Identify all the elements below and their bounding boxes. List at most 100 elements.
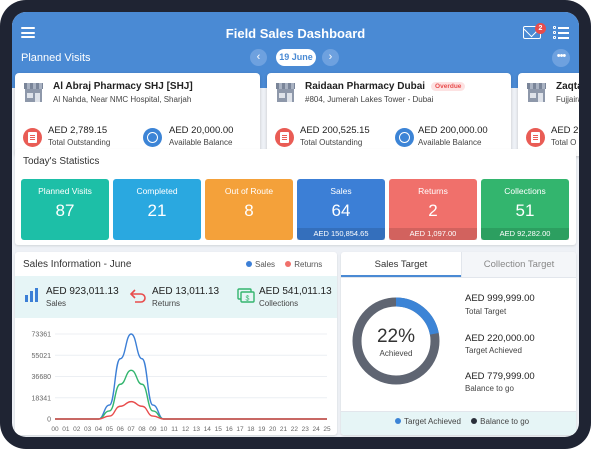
visit-card[interactable]: Al Abraj Pharmacy SHJ [SHJ] Al Nahda, Ne… <box>15 73 260 156</box>
visit-customer-name: Raidaan Pharmacy Dubai Overdue <box>305 81 466 92</box>
returns-legend-dot <box>285 261 292 267</box>
tile-value: 2 <box>428 201 438 220</box>
x-tick-label: 23 <box>302 426 310 433</box>
achieved-arc <box>352 297 440 385</box>
total-target-label: Total Target <box>465 307 507 316</box>
wallet-icon <box>395 128 414 147</box>
returns-tile[interactable]: Returns 2 AED 1,097.00 <box>389 179 477 240</box>
x-tick-label: 02 <box>73 426 81 433</box>
planned-visits-tile[interactable]: Planned Visits 87 <box>21 179 109 240</box>
prev-date-button[interactable]: ‹ <box>250 49 267 66</box>
store-icon <box>527 83 546 102</box>
target-legend: Target Achieved Balance to go <box>395 417 529 426</box>
sales-tile[interactable]: Sales 64 AED 150,854.65 <box>297 179 385 240</box>
tab-divider <box>341 277 576 278</box>
y-tick-label: 55021 <box>32 353 52 360</box>
visit-card[interactable]: Zaqta Fujjaira AED 2 Total O <box>518 73 579 156</box>
x-tick-label: 19 <box>258 426 266 433</box>
x-tick-label: 22 <box>291 426 299 433</box>
x-tick-label: 25 <box>323 426 331 433</box>
svg-text:$: $ <box>246 296 250 303</box>
x-tick-label: 24 <box>313 426 321 433</box>
x-tick-label: 09 <box>149 426 157 433</box>
mail-badge: 2 <box>535 23 546 34</box>
y-tick-label: 0 <box>47 417 51 424</box>
visit-customer-name: Zaqta <box>556 81 579 92</box>
x-tick-label: 18 <box>247 426 255 433</box>
sales-summary-strip <box>15 276 337 318</box>
tile-label: Out of Route <box>224 186 274 196</box>
target-legend-bar <box>341 411 576 435</box>
tile-label: Collections <box>504 186 546 196</box>
returns-total-value: AED 13,011.13 <box>152 286 220 297</box>
x-tick-label: 15 <box>215 426 223 433</box>
total-outstanding-value: AED 2 <box>551 125 579 136</box>
achieved-percent-label: Achieved <box>379 349 413 358</box>
out-of-route-tile[interactable]: Out of Route 8 <box>205 179 293 240</box>
tab-collection-target[interactable]: Collection Target <box>461 252 576 277</box>
date-selector[interactable]: 19 June <box>276 49 316 66</box>
total-outstanding-label: Total Outstanding <box>48 138 111 147</box>
total-target-value: AED 999,999.00 <box>465 293 535 304</box>
cash-icon: $ <box>237 288 255 303</box>
total-outstanding-value: AED 2,789.15 <box>48 125 108 136</box>
wallet-icon <box>143 128 162 147</box>
return-arrow-icon <box>130 289 146 303</box>
more-options-button[interactable]: ••• <box>552 49 570 67</box>
x-tick-label: 20 <box>269 426 277 433</box>
tile-value: 64 <box>331 201 351 220</box>
tile-label: Completed <box>136 186 178 196</box>
x-tick-label: 12 <box>182 426 190 433</box>
x-tick-label: 05 <box>106 426 114 433</box>
total-outstanding-label: Total O <box>551 138 577 147</box>
store-icon <box>276 83 295 102</box>
balance-legend-label: Balance to go <box>480 417 530 426</box>
completed-tile[interactable]: Completed 21 <box>113 179 201 240</box>
target-panel: Sales Target Collection Target <box>341 252 576 435</box>
visit-address: Al Nahda, Near NMC Hospital, Sharjah <box>53 95 192 104</box>
chart-legend: Sales Returns <box>246 260 322 269</box>
target-achieved-value: AED 220,000.00 <box>465 333 535 344</box>
achieved-percent: 22% <box>376 326 416 347</box>
collections-total-value: AED 541,011.13 <box>259 286 332 297</box>
collections-total-label: Collections <box>259 299 299 308</box>
tile-value: 21 <box>147 201 167 220</box>
visit-customer-name-text: Raidaan Pharmacy Dubai <box>305 81 426 92</box>
sales-information-panel: Sales Information - June Sales Returns <box>15 252 337 435</box>
hamburger-menu-icon[interactable] <box>21 27 35 38</box>
sales-legend-label: Sales <box>255 260 276 269</box>
sales-info-title: Sales Information - June <box>23 259 132 270</box>
balance-to-go-label: Balance to go <box>465 384 514 393</box>
available-balance-value: AED 20,000.00 <box>169 125 234 136</box>
x-tick-label: 07 <box>128 426 136 433</box>
x-tick-label: 08 <box>138 426 146 433</box>
sales-total-value: AED 923,011.13 <box>46 286 119 297</box>
visit-customer-name: Al Abraj Pharmacy SHJ [SHJ] <box>53 81 193 92</box>
x-tick-label: 06 <box>117 426 125 433</box>
achieved-legend-label: Target Achieved <box>404 417 461 426</box>
y-tick-label: 36680 <box>32 374 52 381</box>
achieved-legend-dot <box>395 418 401 424</box>
series-line <box>54 400 327 420</box>
invoice-icon <box>23 128 42 147</box>
x-tick-label: 04 <box>95 426 103 433</box>
y-tick-label: 18341 <box>32 395 52 402</box>
store-icon <box>24 83 43 102</box>
planned-visits-label: Planned Visits <box>21 52 91 64</box>
x-tick-label: 21 <box>280 426 288 433</box>
balance-to-go-value: AED 779,999.00 <box>465 371 535 382</box>
tile-label: Returns <box>418 186 448 196</box>
available-balance-value: AED 200,000.00 <box>418 125 488 136</box>
task-list-icon[interactable] <box>553 26 569 39</box>
x-tick-label: 13 <box>193 426 201 433</box>
x-tick-label: 00 <box>51 426 59 433</box>
x-tick-label: 16 <box>225 426 233 433</box>
bar-chart-icon <box>25 288 38 302</box>
visit-card[interactable]: Raidaan Pharmacy Dubai Overdue #804, Jume… <box>267 73 511 156</box>
tab-sales-target[interactable]: Sales Target <box>341 252 461 277</box>
visit-address: Fujjaira <box>556 95 579 104</box>
collections-tile[interactable]: Collections 51 AED 92,282.00 <box>481 179 569 240</box>
next-date-button[interactable]: › <box>322 49 339 66</box>
y-tick-label: 73361 <box>32 332 52 339</box>
